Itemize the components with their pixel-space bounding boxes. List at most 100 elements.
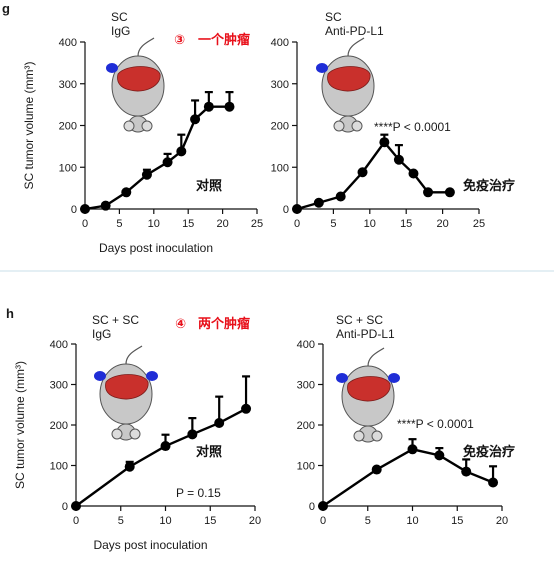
data-point	[124, 461, 135, 472]
y-tick-label: 100	[297, 461, 315, 473]
data-point	[80, 204, 90, 214]
chart-cn-label: 对照	[196, 178, 222, 194]
series-line	[75, 407, 247, 507]
chart-title-line: IgG	[111, 24, 130, 38]
data-point	[162, 157, 173, 168]
significance-annotation: ****P < 0.0001	[374, 120, 451, 134]
mouse-illustration	[94, 345, 158, 441]
x-axis-label: Days post inoculation	[93, 538, 207, 552]
y-tick-label: 0	[309, 501, 315, 513]
data-point	[224, 101, 235, 112]
chart-title-line: SC	[111, 10, 128, 24]
circle-label-g: ③	[174, 33, 185, 48]
mouse-tail	[347, 37, 365, 57]
data-point	[176, 146, 187, 157]
panel-letter-h: h	[6, 306, 14, 321]
mouse-ear	[129, 428, 141, 440]
y-tick-label: 400	[59, 37, 77, 49]
x-tick-label: 20	[496, 515, 508, 527]
x-tick-label: 20	[436, 218, 448, 230]
mouse-ear	[123, 120, 135, 132]
liver-shape	[117, 66, 161, 92]
tumor-marker	[336, 373, 348, 383]
data-point	[241, 403, 252, 414]
y-axis-label: SC tumor volume (mm³)	[22, 61, 36, 189]
tumor-marker	[106, 63, 118, 73]
y-tick-label: 200	[59, 121, 77, 133]
chart-title-line: SC	[325, 10, 342, 24]
chart-cn-label: 免疫治疗	[463, 178, 515, 194]
data-point	[214, 417, 225, 428]
tumor-marker	[94, 371, 106, 381]
x-tick-label: 15	[182, 218, 194, 230]
chart-title-line: Anti-PD-L1	[336, 327, 395, 341]
mouse-illustration	[336, 347, 400, 443]
tumor-marker	[316, 63, 328, 73]
x-tick-label: 10	[406, 515, 418, 527]
mouse-ear	[351, 120, 363, 132]
y-tick-label: 0	[283, 204, 289, 216]
data-point	[190, 114, 201, 125]
data-point	[379, 137, 390, 148]
data-point	[444, 187, 455, 198]
data-point	[407, 444, 418, 455]
data-point	[292, 204, 302, 214]
data-point	[393, 154, 404, 165]
chart-cn-label: 免疫治疗	[463, 444, 515, 460]
data-point	[141, 169, 152, 180]
mouse-tail	[137, 37, 155, 57]
y-tick-label: 400	[271, 37, 289, 49]
mouse-illustration	[316, 37, 375, 133]
x-axis-label: Days post inoculation	[99, 241, 213, 255]
data-point	[408, 168, 419, 179]
chart-title-line: SC + SC	[336, 313, 383, 327]
y-tick-label: 200	[50, 420, 68, 432]
chart-title-line: IgG	[92, 327, 111, 341]
y-tick-label: 100	[271, 162, 289, 174]
x-tick-label: 15	[451, 515, 463, 527]
x-tick-label: 25	[251, 218, 263, 230]
data-point	[434, 450, 445, 461]
chart-cn-label: 对照	[196, 444, 222, 460]
panel-letter-g: g	[2, 1, 10, 16]
mouse-ear	[333, 120, 345, 132]
x-tick-label: 0	[320, 515, 326, 527]
y-tick-label: 300	[59, 79, 77, 91]
significance-annotation: ****P < 0.0001	[397, 417, 474, 431]
liver-shape	[105, 374, 149, 400]
data-point	[357, 167, 368, 178]
data-point	[461, 466, 472, 477]
circle-label-h: ④	[175, 317, 186, 332]
x-tick-label: 5	[330, 218, 336, 230]
x-tick-label: 0	[82, 218, 88, 230]
y-tick-label: 100	[50, 461, 68, 473]
data-point	[318, 501, 328, 511]
x-tick-label: 5	[116, 218, 122, 230]
x-tick-label: 15	[204, 515, 216, 527]
data-point	[160, 441, 171, 452]
mouse-ear	[353, 430, 365, 442]
mouse-tail	[367, 347, 385, 367]
tumor-marker	[388, 373, 400, 383]
liver-shape	[347, 376, 391, 402]
x-tick-label: 25	[473, 218, 485, 230]
data-point	[187, 429, 198, 440]
data-point	[100, 200, 111, 211]
x-tick-label: 0	[73, 515, 79, 527]
tumor-marker	[146, 371, 158, 381]
x-tick-label: 10	[148, 218, 160, 230]
x-tick-label: 20	[216, 218, 228, 230]
data-point	[371, 464, 382, 475]
x-tick-label: 5	[365, 515, 371, 527]
y-tick-label: 400	[50, 339, 68, 351]
y-tick-label: 300	[297, 380, 315, 392]
y-tick-label: 0	[62, 501, 68, 513]
x-tick-label: 20	[249, 515, 261, 527]
red-label-g: 一个肿瘤	[198, 32, 250, 48]
chart-title-line: SC + SC	[92, 313, 139, 327]
data-point	[488, 477, 499, 488]
